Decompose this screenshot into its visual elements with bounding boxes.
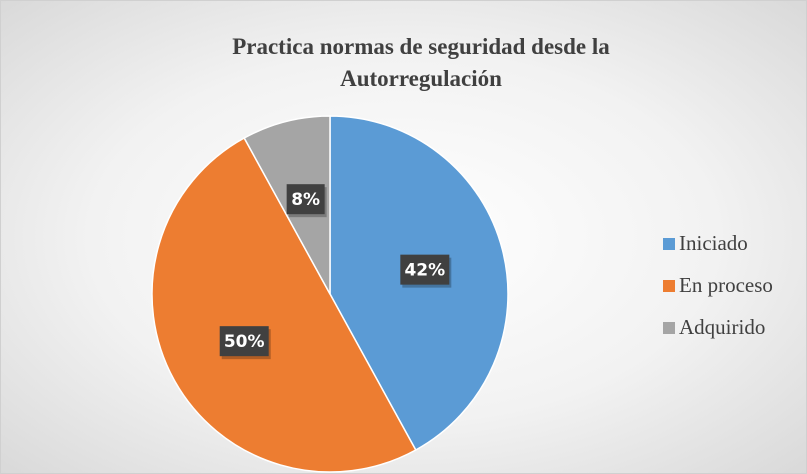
legend-swatch bbox=[663, 322, 675, 334]
legend-label: Iniciado bbox=[679, 231, 748, 255]
pie-slice bbox=[151, 136, 417, 473]
data-label-box bbox=[219, 326, 269, 357]
chart-title: Practica normas de seguridad desde la Au… bbox=[232, 34, 610, 91]
data-label: 8% bbox=[291, 190, 320, 210]
legend-label: Adquirido bbox=[679, 315, 765, 339]
data-label: 50% bbox=[224, 332, 265, 352]
legend-swatch bbox=[663, 238, 675, 250]
legend-swatch bbox=[663, 280, 675, 292]
legend-label: En proceso bbox=[679, 273, 773, 297]
data-label: 42% bbox=[404, 261, 445, 281]
data-label-box bbox=[400, 254, 450, 285]
data-label-box bbox=[286, 184, 325, 215]
